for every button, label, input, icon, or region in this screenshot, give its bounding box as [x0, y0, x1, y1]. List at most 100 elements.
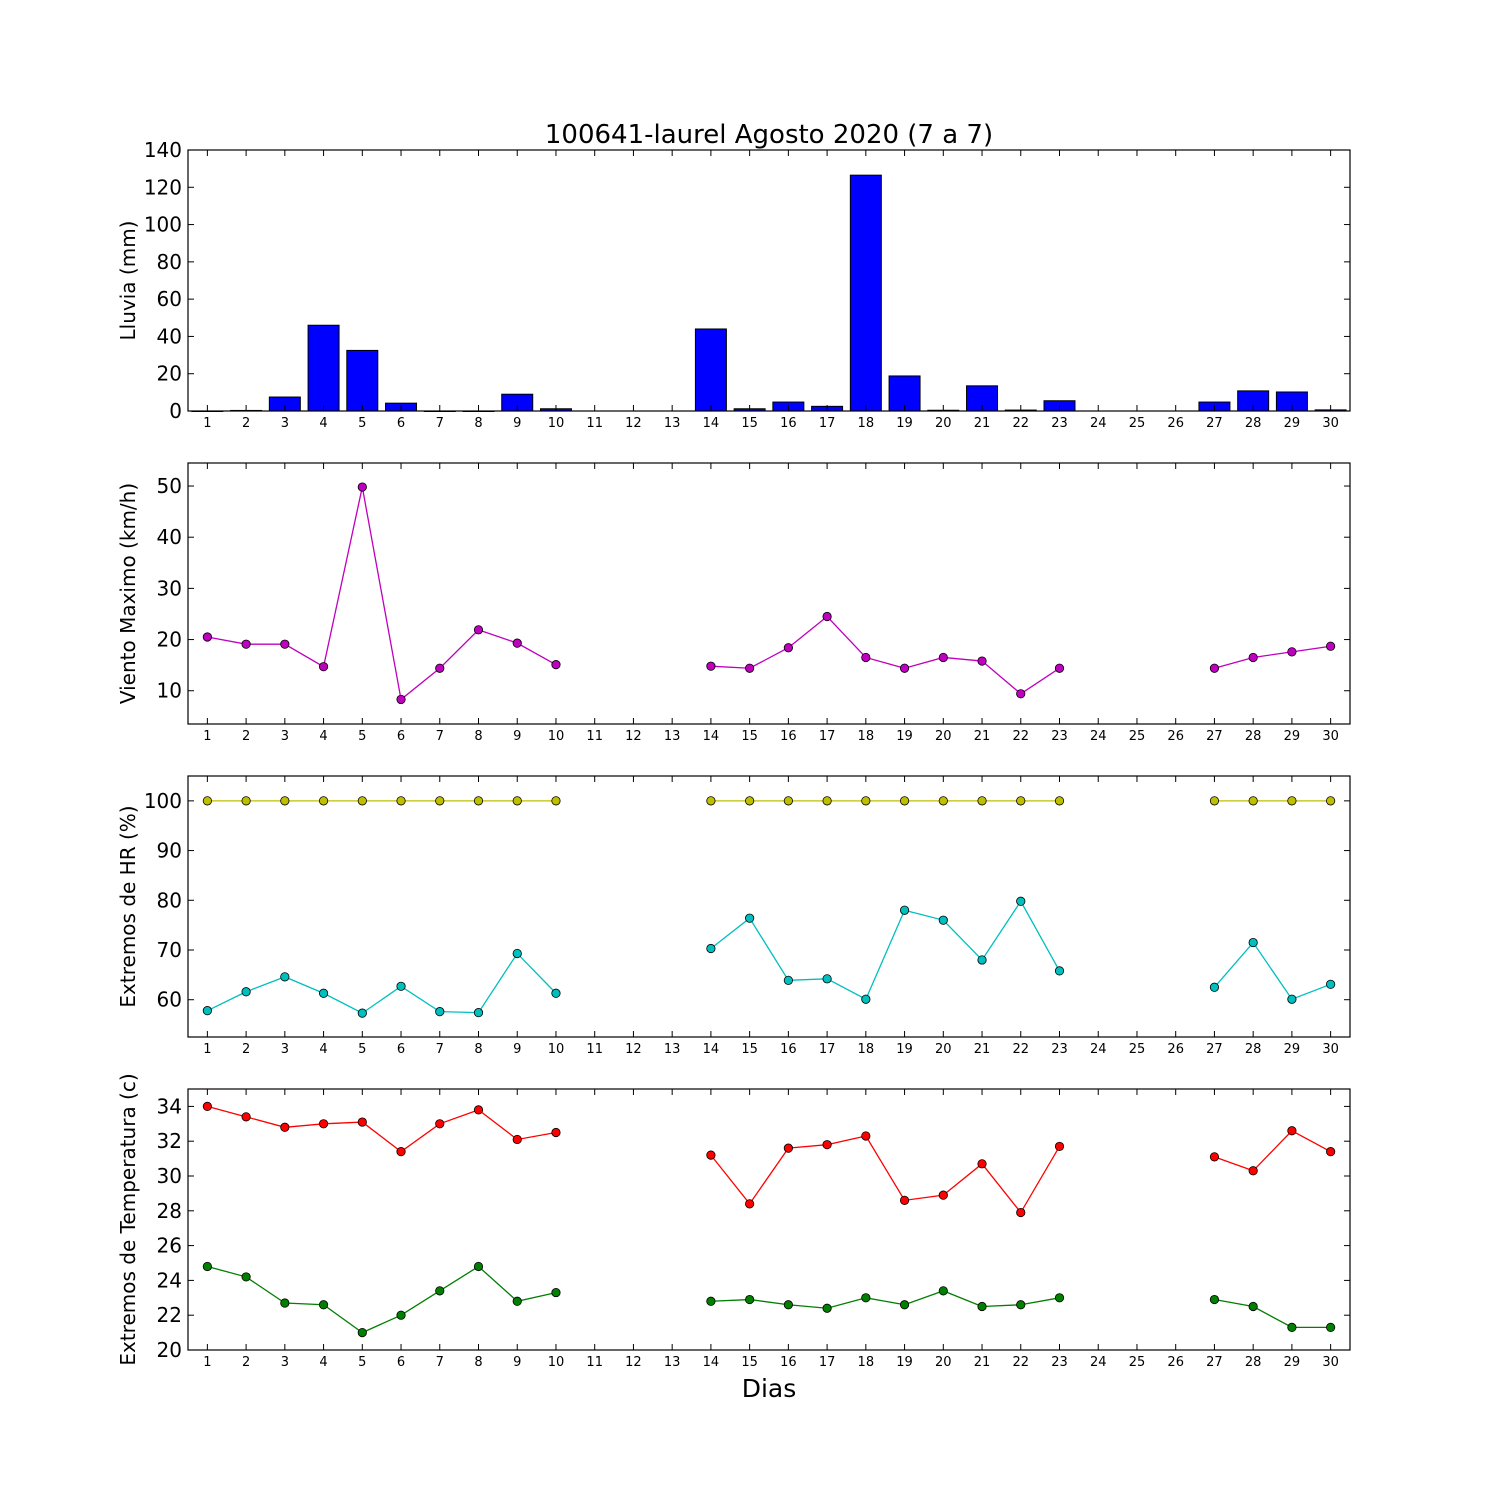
y-tick-label: 26: [157, 1234, 182, 1258]
series-1-point-day-17: [822, 611, 832, 622]
series-1-point-day-4: [318, 662, 329, 672]
x-tick-label: 18: [858, 729, 875, 744]
series-2-point-day-15: [745, 913, 755, 923]
series-1-point-day-17: [822, 1140, 832, 1150]
series-2-point-day-18: [861, 1293, 871, 1303]
x-tick-label: 22: [1012, 729, 1029, 744]
x-tick-label: 30: [1322, 1042, 1339, 1057]
y-tick-label: 70: [157, 938, 182, 962]
series-1-point-day-20: [938, 652, 948, 663]
series-1-point-day-27: [1209, 796, 1220, 806]
series-1-point-day-2: [241, 1112, 251, 1122]
y-tick-label: 120: [144, 175, 182, 199]
series-1-point-day-2: [241, 796, 251, 806]
x-tick-label: 30: [1322, 729, 1339, 744]
y-tick-label: 32: [157, 1129, 182, 1153]
axes-frame: [187, 775, 1351, 1038]
series-1-point-day-4: [318, 796, 329, 806]
series-1-point-day-14: [706, 661, 716, 671]
series-2-point-day-14: [706, 943, 716, 954]
series-1-point-day-19: [899, 663, 910, 673]
x-tick-label: 19: [896, 416, 913, 431]
series-1-point-day-20: [938, 1190, 948, 1200]
series-1-point-day-9: [512, 638, 522, 648]
series-1-point-day-1: [202, 796, 212, 806]
series-2-point-day-1: [202, 1261, 212, 1272]
x-tick-label: 21: [974, 1042, 991, 1057]
x-tick-label: 28: [1245, 1355, 1262, 1370]
series-1-point-day-6: [396, 796, 406, 806]
series-1-point-day-18: [861, 796, 871, 806]
x-tick-label: 14: [703, 729, 720, 744]
x-tick-label: 24: [1090, 1355, 1107, 1370]
series-1-point-day-8: [473, 1105, 484, 1115]
x-tick-label: 4: [319, 1355, 327, 1370]
x-tick-label: 15: [741, 1042, 758, 1057]
series-1-point-day-22: [1016, 1207, 1026, 1218]
x-tick-label: 2: [242, 729, 250, 744]
series-2-point-day-4: [318, 1300, 329, 1310]
series-1-point-day-14: [706, 1150, 716, 1160]
x-tick-label: 24: [1090, 416, 1107, 431]
series-1-line: [207, 486, 557, 701]
series-1-point-day-3: [280, 796, 290, 806]
series-1-point-day-19: [899, 1195, 910, 1205]
y-tick-label: 20: [157, 628, 182, 652]
series-2-point-day-21: [977, 1301, 987, 1312]
x-tick-label: 4: [319, 729, 327, 744]
x-tick-label: 13: [664, 729, 681, 744]
x-tick-label: 29: [1284, 416, 1301, 431]
series-1-point-day-9: [512, 796, 522, 806]
figure-title: 100641-laurel Agosto 2020 (7 a 7): [545, 120, 993, 150]
x-tick-label: 8: [474, 416, 482, 431]
x-tick-label: 7: [436, 729, 444, 744]
x-tick-label: 28: [1245, 416, 1262, 431]
x-tick-label: 19: [896, 729, 913, 744]
x-tick-label: 7: [436, 1042, 444, 1057]
series-1-point-day-29: [1287, 647, 1297, 657]
series-1-point-day-1: [202, 1101, 212, 1112]
x-tick-label: 17: [819, 416, 836, 431]
series-1-point-day-10: [551, 796, 561, 806]
series-1-line: [710, 615, 1060, 695]
y-tick-label: 90: [157, 839, 182, 863]
y-tick-label: 100: [144, 213, 182, 237]
x-tick-label: 20: [935, 1355, 952, 1370]
series-2-point-day-17: [822, 1303, 832, 1313]
x-tick-label: 11: [586, 1355, 603, 1370]
x-tick-label: 2: [242, 1042, 250, 1057]
x-tick-label: 2: [242, 1355, 250, 1370]
series-1-point-day-7: [435, 1119, 445, 1129]
series-2-line: [1213, 941, 1331, 1001]
x-tick-label: 25: [1129, 1355, 1146, 1370]
series-2-point-day-14: [706, 1296, 716, 1306]
series-1-point-day-16: [783, 1143, 793, 1153]
x-tick-label: 9: [513, 729, 521, 744]
x-tick-label: 10: [548, 1042, 565, 1057]
x-tick-label: 6: [397, 416, 405, 431]
series-1-point-day-6: [396, 1147, 406, 1157]
x-tick-label: 27: [1206, 729, 1223, 744]
series-2-point-day-6: [396, 981, 406, 991]
x-tick-label: 30: [1322, 416, 1339, 431]
series-2-point-day-22: [1016, 1300, 1026, 1310]
x-tick-label: 11: [586, 416, 603, 431]
x-tick-label: 21: [974, 416, 991, 431]
y-tick-label: 60: [157, 988, 182, 1012]
x-tick-label: 12: [625, 1042, 642, 1057]
y-tick-label: 80: [157, 250, 182, 274]
series-2-point-day-29: [1287, 994, 1297, 1004]
x-tick-label: 20: [935, 416, 952, 431]
x-tick-label: 15: [741, 1355, 758, 1370]
series-2-line: [207, 952, 557, 1014]
series-1-point-day-5: [357, 796, 367, 806]
series-2-point-day-27: [1209, 1294, 1220, 1305]
y-tick-label: 34: [157, 1094, 182, 1118]
x-tick-label: 6: [397, 729, 405, 744]
series-1-point-day-16: [783, 643, 793, 653]
series-2-point-day-10: [551, 988, 561, 998]
x-axis-label: Dias: [742, 1374, 797, 1403]
series-1-point-day-7: [435, 796, 445, 806]
